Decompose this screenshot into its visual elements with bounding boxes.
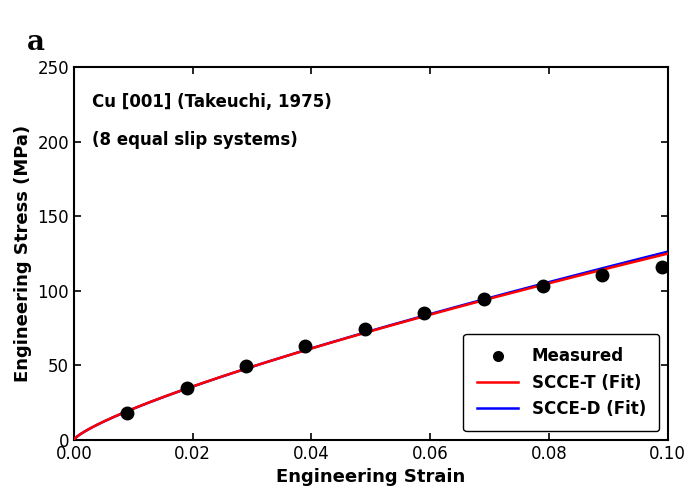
Point <box>478 295 489 303</box>
Point <box>359 325 370 333</box>
Text: Cu [001] (Takeuchi, 1975): Cu [001] (Takeuchi, 1975) <box>92 94 332 112</box>
Point <box>181 384 193 392</box>
Point <box>122 409 133 417</box>
X-axis label: Engineering Strain: Engineering Strain <box>276 468 466 486</box>
Y-axis label: Engineering Stress (MPa): Engineering Stress (MPa) <box>14 125 32 382</box>
Point <box>300 342 311 350</box>
Text: a: a <box>27 30 44 56</box>
Point <box>597 271 608 279</box>
Point <box>656 263 667 271</box>
Point <box>419 309 430 317</box>
Point <box>538 282 549 290</box>
Text: (8 equal slip systems): (8 equal slip systems) <box>92 130 298 148</box>
Legend: Measured, SCCE-T (Fit), SCCE-D (Fit): Measured, SCCE-T (Fit), SCCE-D (Fit) <box>463 334 659 432</box>
Point <box>241 362 252 370</box>
